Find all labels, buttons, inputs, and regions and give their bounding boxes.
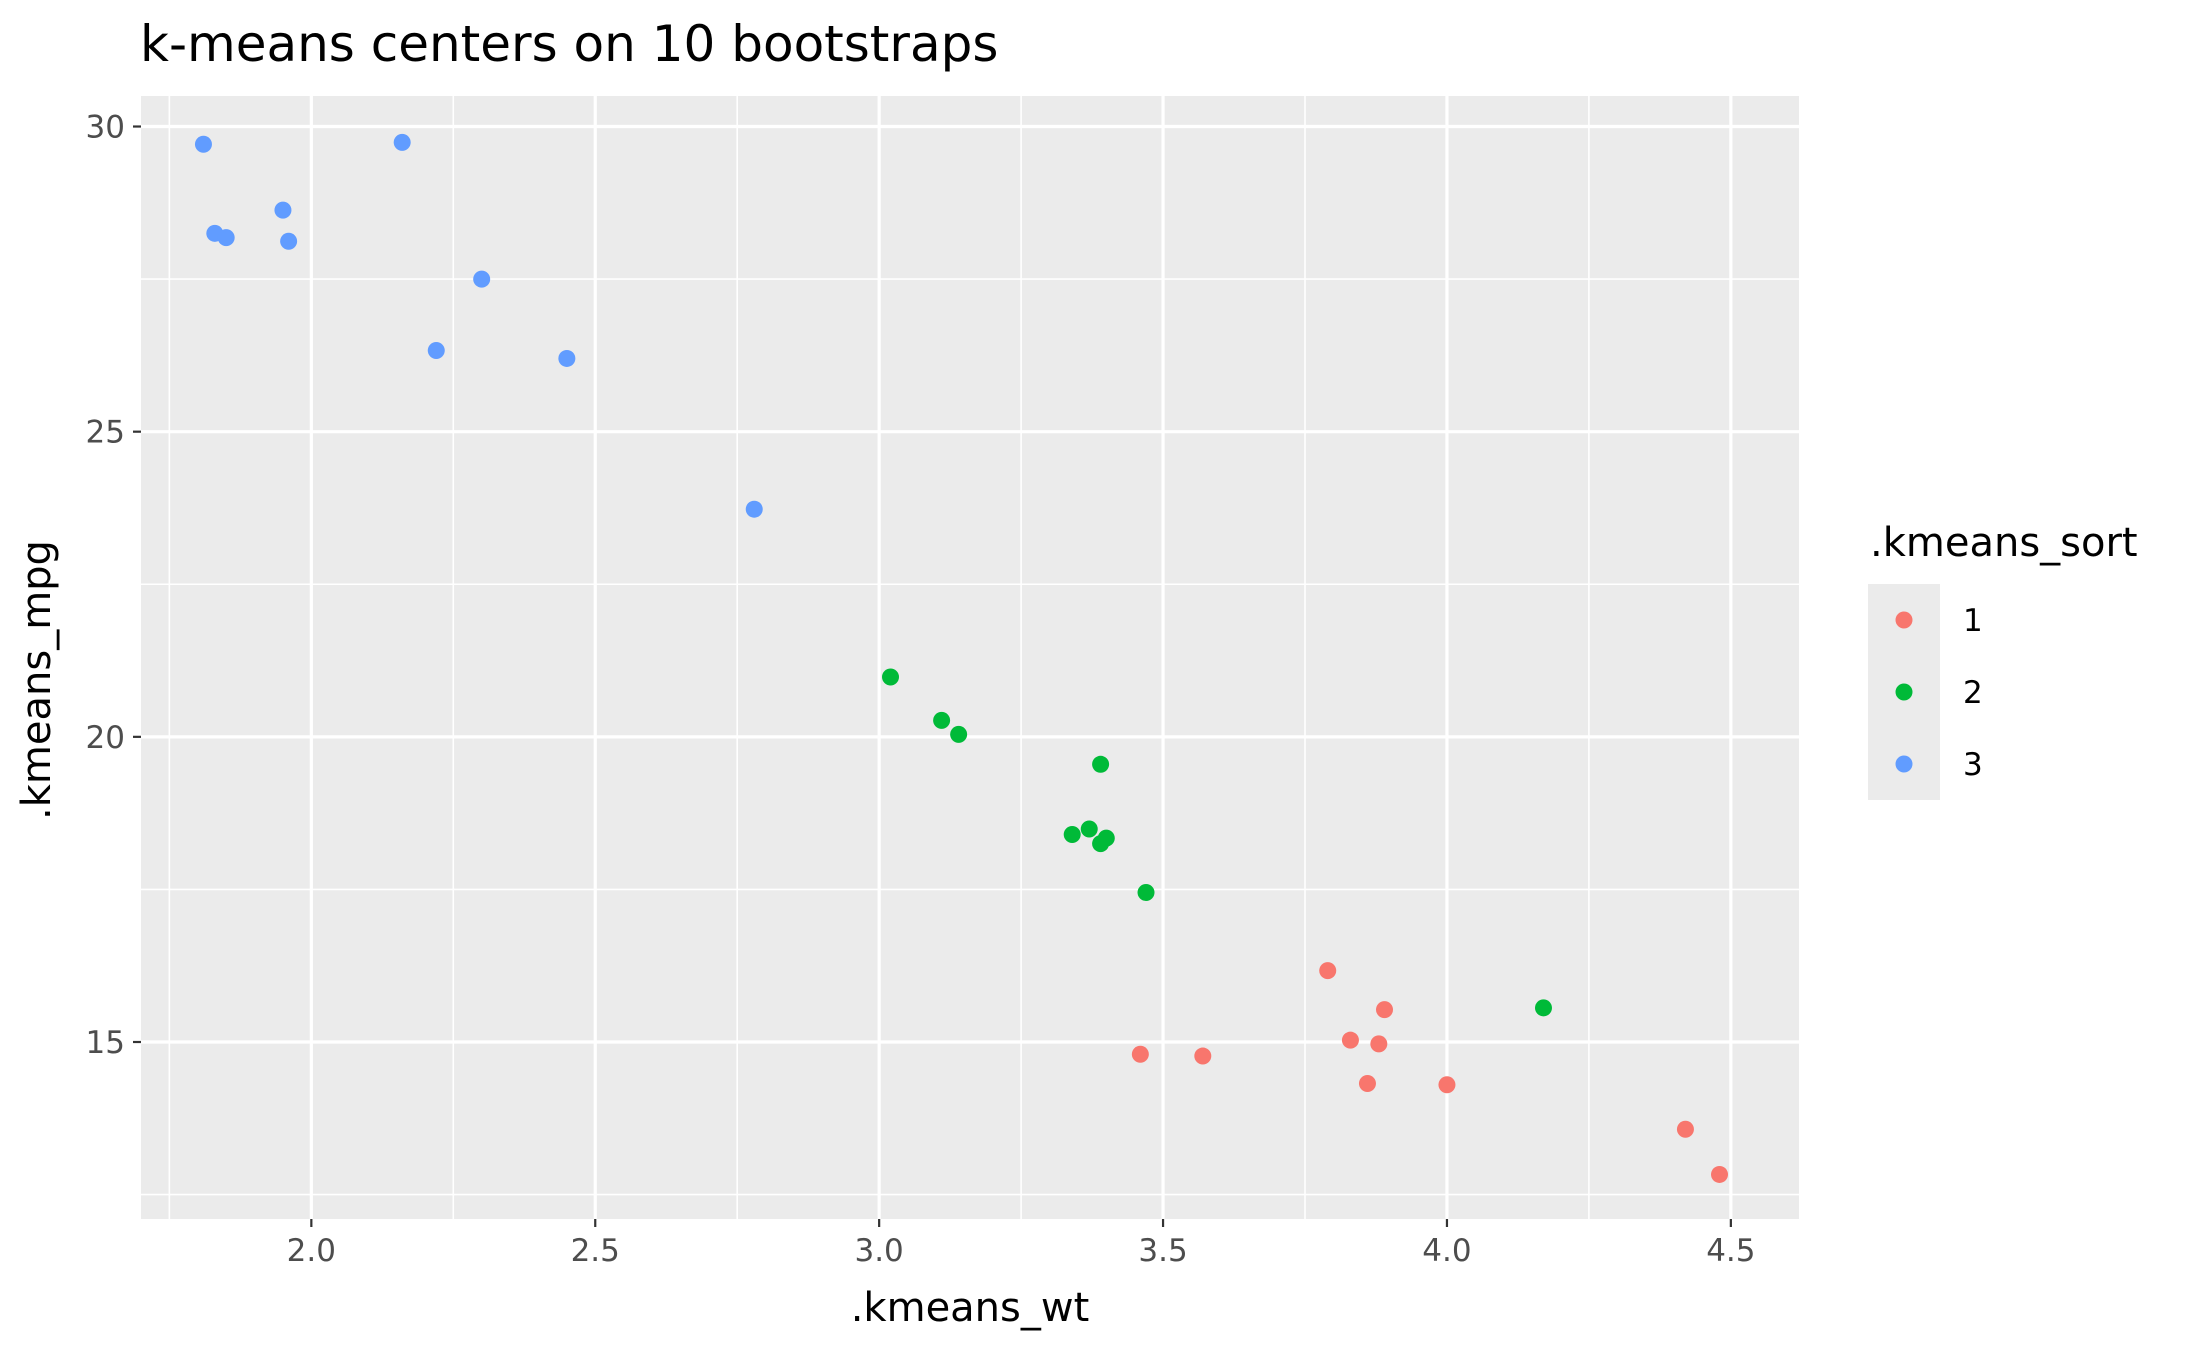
y-tick-label: 30 bbox=[86, 110, 125, 146]
x-tick-label: 4.0 bbox=[1422, 1233, 1471, 1269]
data-point-cluster-1 bbox=[1370, 1035, 1388, 1053]
data-point-cluster-2 bbox=[882, 668, 900, 686]
y-axis: 15 20 25 30 bbox=[86, 110, 141, 1061]
x-tick-label: 3.0 bbox=[854, 1233, 903, 1269]
data-point-cluster-1 bbox=[1319, 962, 1337, 980]
data-point-cluster-2 bbox=[1534, 999, 1552, 1017]
legend-label-1: 1 bbox=[1963, 603, 1983, 639]
data-point-cluster-2 bbox=[1063, 825, 1081, 843]
x-axis: 2.0 2.5 3.0 3.5 4.0 4.5 bbox=[287, 1219, 1756, 1269]
legend-label-3: 3 bbox=[1963, 747, 1983, 783]
data-point-cluster-1 bbox=[1376, 1001, 1393, 1019]
data-point-cluster-3 bbox=[473, 270, 491, 288]
legend-label-2: 2 bbox=[1963, 675, 1983, 711]
x-tick-label: 4.5 bbox=[1706, 1233, 1755, 1269]
x-tick-label: 3.5 bbox=[1138, 1233, 1187, 1269]
x-tick-label: 2.5 bbox=[571, 1233, 620, 1269]
data-point-cluster-3 bbox=[427, 342, 445, 360]
data-point-cluster-1 bbox=[1438, 1076, 1456, 1094]
legend-key-1 bbox=[1895, 611, 1913, 629]
grid-minor bbox=[141, 96, 1799, 1219]
plot-panel bbox=[141, 96, 1799, 1219]
x-axis-title: .kmeans_wt bbox=[851, 1285, 1090, 1331]
legend-key-3 bbox=[1895, 755, 1913, 773]
data-point-cluster-3 bbox=[274, 201, 292, 219]
legend-title: .kmeans_sort bbox=[1870, 520, 2138, 566]
y-tick-label: 25 bbox=[86, 415, 125, 451]
data-point-cluster-1 bbox=[1676, 1120, 1694, 1138]
data-point-cluster-3 bbox=[217, 229, 235, 247]
data-point-cluster-3 bbox=[393, 133, 411, 151]
data-point-cluster-3 bbox=[194, 135, 212, 153]
data-point-cluster-2 bbox=[1092, 755, 1110, 773]
data-point-cluster-2 bbox=[1080, 820, 1098, 838]
data-point-cluster-1 bbox=[1131, 1045, 1149, 1063]
data-point-cluster-1 bbox=[1194, 1047, 1212, 1065]
data-point-cluster-3 bbox=[745, 500, 763, 518]
legend-key-2 bbox=[1895, 683, 1913, 701]
y-axis-title: .kmeans_mpg bbox=[14, 540, 60, 820]
data-points bbox=[194, 133, 1729, 1183]
data-point-cluster-2 bbox=[950, 725, 968, 743]
legend: .kmeans_sort 1 2 3 bbox=[1868, 520, 2138, 800]
data-point-cluster-1 bbox=[1341, 1031, 1359, 1049]
grid-major bbox=[141, 96, 1799, 1219]
data-point-cluster-2 bbox=[1097, 829, 1115, 847]
data-point-cluster-2 bbox=[933, 711, 951, 729]
y-tick-label: 20 bbox=[86, 720, 125, 756]
data-point-cluster-3 bbox=[280, 232, 298, 250]
data-point-cluster-1 bbox=[1358, 1075, 1376, 1093]
data-point-cluster-1 bbox=[1711, 1165, 1729, 1183]
data-point-cluster-3 bbox=[558, 349, 576, 367]
data-point-cluster-2 bbox=[1137, 883, 1155, 901]
y-tick-label: 15 bbox=[86, 1025, 125, 1061]
chart-title: k-means centers on 10 bootstraps bbox=[140, 15, 998, 73]
x-tick-label: 2.0 bbox=[287, 1233, 336, 1269]
